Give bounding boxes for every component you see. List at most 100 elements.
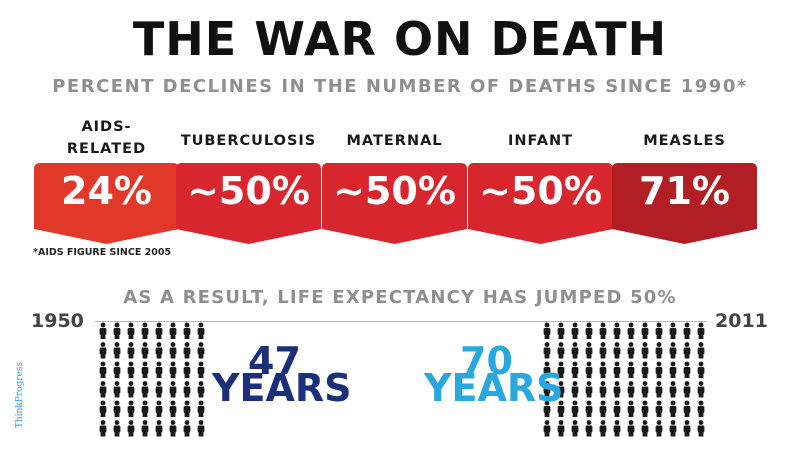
life-expectancy-2011-number: 70	[460, 339, 513, 383]
person-icon	[697, 400, 705, 417]
person-icon	[641, 400, 649, 417]
person-icon	[113, 322, 121, 339]
person-icon	[655, 322, 663, 339]
life-expectancy-1950-number: 47	[248, 339, 301, 383]
person-icon	[197, 381, 205, 398]
person-icon	[585, 361, 593, 378]
badge-shape-measles	[612, 163, 757, 244]
person-icon	[155, 400, 163, 417]
person-icon	[127, 361, 135, 378]
person-icon	[641, 381, 649, 398]
person-icon	[599, 322, 607, 339]
badge-shape-infant	[468, 163, 613, 244]
person-icon	[683, 361, 691, 378]
person-icon	[655, 342, 663, 359]
timeline-divider	[95, 321, 707, 322]
person-icon	[141, 322, 149, 339]
person-icon	[697, 420, 705, 437]
person-icon	[155, 342, 163, 359]
person-icon	[141, 420, 149, 437]
category-label-tuberculosis: TUBERCULOSIS	[180, 133, 317, 149]
person-icon	[585, 381, 593, 398]
badge-tuberculosis: ~50%	[176, 163, 321, 244]
person-icon	[141, 361, 149, 378]
person-icon	[543, 322, 551, 339]
person-icon	[613, 361, 621, 378]
person-icon	[655, 400, 663, 417]
person-icon	[141, 381, 149, 398]
person-icon	[543, 400, 551, 417]
person-icon	[99, 322, 107, 339]
person-icon	[155, 381, 163, 398]
person-icon	[669, 361, 677, 378]
person-icon	[641, 361, 649, 378]
person-icon	[613, 342, 621, 359]
person-icon	[197, 342, 205, 359]
person-icon	[627, 361, 635, 378]
person-icon	[627, 400, 635, 417]
person-icon	[557, 420, 565, 437]
badge-aids: 24%	[34, 163, 179, 244]
category-label-measles: MEASLES	[643, 133, 726, 149]
person-icon	[655, 361, 663, 378]
category-label-infant: INFANT	[507, 133, 574, 149]
person-icon	[113, 400, 121, 417]
badge-shape-aids	[34, 163, 179, 244]
person-icon	[197, 420, 205, 437]
person-icon	[613, 322, 621, 339]
person-icon	[557, 342, 565, 359]
person-icon	[557, 361, 565, 378]
badge-value-infant: ~50%	[479, 169, 602, 213]
person-icon	[585, 322, 593, 339]
person-icon	[99, 400, 107, 417]
person-icon	[543, 381, 551, 398]
person-icon	[571, 322, 579, 339]
person-icon	[585, 420, 593, 437]
person-icon	[599, 420, 607, 437]
person-icon	[697, 361, 705, 378]
person-icon	[599, 342, 607, 359]
page-subtitle: PERCENT DECLINES IN THE NUMBER OF DEATHS…	[52, 76, 748, 97]
person-icon	[113, 361, 121, 378]
person-icon	[113, 342, 121, 359]
person-icon	[183, 400, 191, 417]
badge-value-measles: 71%	[639, 169, 730, 213]
person-icon	[571, 381, 579, 398]
person-icon	[127, 400, 135, 417]
person-icon	[627, 381, 635, 398]
person-icon	[669, 342, 677, 359]
person-icon	[655, 420, 663, 437]
person-icon	[683, 400, 691, 417]
badge-shape-maternal	[322, 163, 467, 244]
person-icon	[627, 342, 635, 359]
person-icon	[169, 381, 177, 398]
person-icon	[169, 420, 177, 437]
person-icon	[183, 322, 191, 339]
year-start: 1950	[31, 310, 84, 332]
badge-value-tuberculosis: ~50%	[187, 169, 310, 213]
person-icon	[169, 400, 177, 417]
person-icon	[627, 420, 635, 437]
person-icon	[613, 381, 621, 398]
person-icon	[113, 381, 121, 398]
person-icon	[99, 342, 107, 359]
person-icon	[557, 322, 565, 339]
person-icon	[197, 322, 205, 339]
person-icon	[557, 400, 565, 417]
person-icon	[183, 420, 191, 437]
person-icon	[543, 420, 551, 437]
person-icon	[169, 322, 177, 339]
result-heading: AS A RESULT, LIFE EXPECTANCY HAS JUMPED …	[123, 287, 677, 308]
person-icon	[585, 400, 593, 417]
person-icon	[571, 342, 579, 359]
badge-measles: 71%	[612, 163, 757, 244]
person-icon	[99, 381, 107, 398]
person-icon	[669, 420, 677, 437]
person-icon	[599, 361, 607, 378]
person-icon	[169, 342, 177, 359]
person-icon	[669, 381, 677, 398]
person-icon	[197, 400, 205, 417]
category-label-aids-line1: AIDS-	[81, 119, 132, 135]
person-icon	[183, 381, 191, 398]
badge-value-maternal: ~50%	[333, 169, 456, 213]
